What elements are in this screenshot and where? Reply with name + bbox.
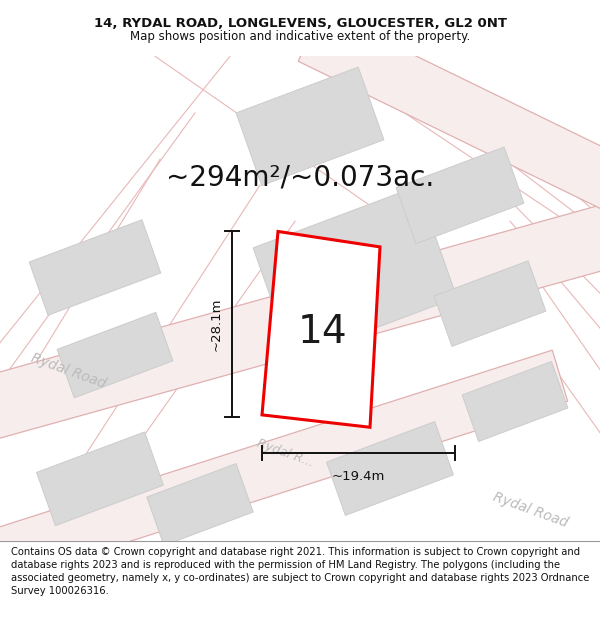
Text: Rydal R...: Rydal R... <box>255 437 315 469</box>
Polygon shape <box>298 10 600 242</box>
Polygon shape <box>0 350 568 587</box>
Text: ~19.4m: ~19.4m <box>332 469 385 482</box>
Polygon shape <box>262 231 380 428</box>
Polygon shape <box>29 220 161 315</box>
Polygon shape <box>236 67 384 186</box>
Text: Rydal Road: Rydal Road <box>491 489 569 530</box>
Text: 14: 14 <box>297 314 347 351</box>
Text: Contains OS data © Crown copyright and database right 2021. This information is : Contains OS data © Crown copyright and d… <box>11 546 589 596</box>
Text: ~294m²/~0.073ac.: ~294m²/~0.073ac. <box>166 164 434 192</box>
Text: 14, RYDAL ROAD, LONGLEVENS, GLOUCESTER, GL2 0NT: 14, RYDAL ROAD, LONGLEVENS, GLOUCESTER, … <box>94 18 506 30</box>
Text: Rydal Road: Rydal Road <box>29 351 107 391</box>
Polygon shape <box>326 422 454 516</box>
Text: Map shows position and indicative extent of the property.: Map shows position and indicative extent… <box>130 30 470 42</box>
Polygon shape <box>0 185 600 458</box>
Polygon shape <box>462 361 568 441</box>
Polygon shape <box>57 312 173 398</box>
Polygon shape <box>396 147 524 244</box>
Polygon shape <box>434 261 546 346</box>
Polygon shape <box>147 464 253 546</box>
Polygon shape <box>37 432 163 526</box>
Polygon shape <box>253 186 457 359</box>
Text: ~28.1m: ~28.1m <box>209 298 223 351</box>
